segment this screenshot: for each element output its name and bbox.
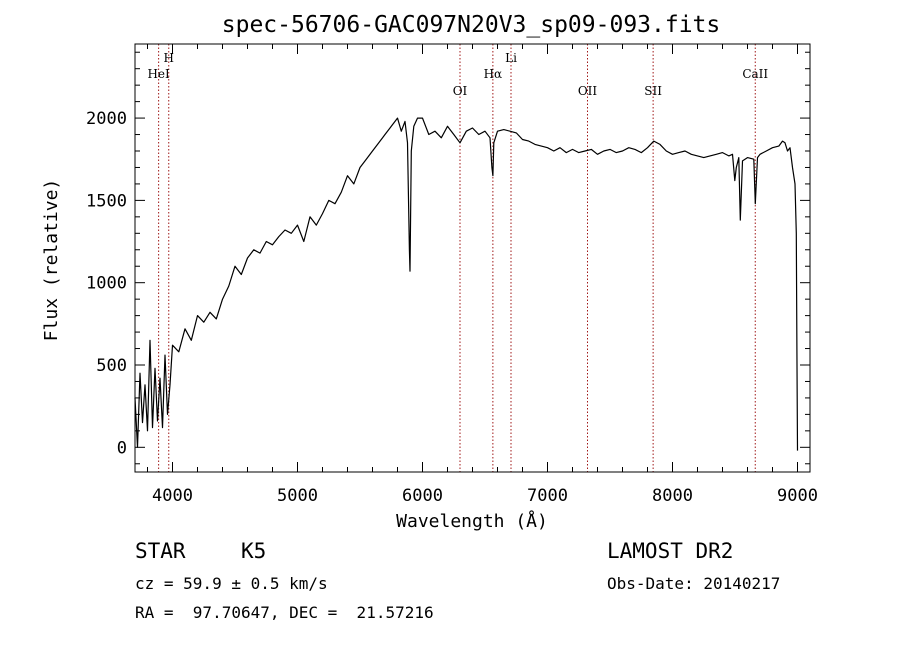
- line-label: HeI: [147, 67, 170, 81]
- line-label: CaII: [742, 67, 768, 81]
- chart-title: spec-56706-GAC097N20V3_sp09-093.fits: [222, 12, 721, 38]
- x-tick-label: 6000: [402, 486, 443, 506]
- y-tick-label: 1000: [86, 274, 127, 294]
- y-tick-label: 500: [96, 356, 127, 376]
- x-tick-label: 5000: [277, 486, 318, 506]
- line-label: Li: [505, 51, 517, 65]
- x-tick-label: 9000: [777, 486, 818, 506]
- object-class: STAR: [135, 539, 186, 563]
- y-axis-label: Flux (relative): [41, 179, 62, 342]
- x-axis-label: Wavelength (Å): [396, 510, 548, 532]
- obs-date: Obs-Date: 20140217: [607, 574, 781, 593]
- y-tick-label: 0: [117, 438, 127, 458]
- x-tick-label: 4000: [152, 486, 193, 506]
- plot-frame: [134, 43, 811, 473]
- spectrum-line: [134, 117, 799, 451]
- x-tick-label: 7000: [527, 486, 568, 506]
- x-axis: 4000 5000 6000 7000 8000 9000: [147, 44, 818, 506]
- object-subclass: K5: [241, 539, 267, 563]
- line-label: OII: [578, 84, 598, 98]
- y-axis: 0 500 1000 1500 2000: [86, 51, 810, 465]
- line-label: SII: [644, 84, 662, 98]
- coordinates: RA = 97.70647, DEC = 21.57216: [135, 603, 434, 622]
- redshift-value: cz = 59.9 ± 0.5 km/s: [135, 574, 328, 593]
- x-tick-label: 8000: [652, 486, 693, 506]
- line-label: H: [164, 51, 174, 65]
- line-label: Hα: [484, 67, 503, 81]
- line-label: OI: [453, 84, 468, 98]
- y-tick-label: 2000: [86, 109, 127, 129]
- y-tick-label: 1500: [86, 191, 127, 211]
- survey-name: LAMOST DR2: [607, 539, 734, 563]
